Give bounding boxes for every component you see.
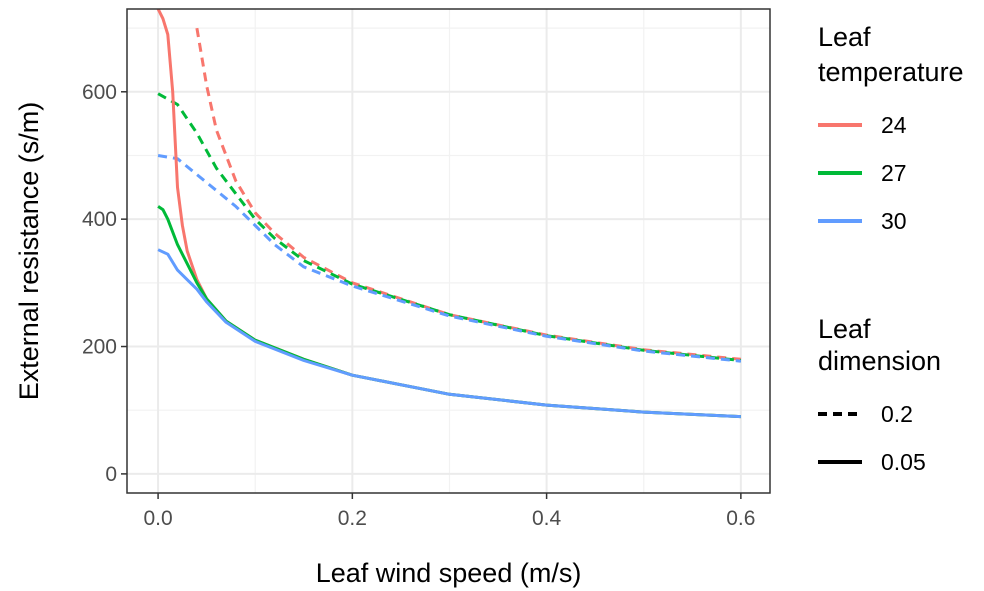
series-line-30-0_05 bbox=[157, 248, 741, 419]
y-tick-label: 400 bbox=[82, 208, 117, 231]
x-axis-title: Leaf wind speed (m/s) bbox=[316, 558, 582, 588]
panel-border bbox=[126, 8, 771, 494]
y-tick-label: 600 bbox=[82, 81, 117, 104]
series-line-24-0_2 bbox=[195, 27, 742, 361]
legend-title-line: Leaf bbox=[818, 314, 871, 344]
legend: Leaftemperature242730Leafdimension0.20.0… bbox=[818, 22, 964, 475]
grid-layer bbox=[127, 9, 770, 493]
tick-layer: 0.0 0.2 0.4 0.6 0 200 400 600 bbox=[82, 81, 756, 530]
legend-label-30: 30 bbox=[881, 208, 907, 234]
x-tick-label: 0.0 bbox=[143, 507, 172, 530]
legend-label-0.05: 0.05 bbox=[881, 449, 926, 475]
legend-label-27: 27 bbox=[881, 160, 907, 186]
legend-title-line: temperature bbox=[818, 57, 964, 87]
x-tick-label: 0.6 bbox=[726, 507, 755, 530]
y-tick-label: 200 bbox=[82, 336, 117, 359]
legend-title-line: Leaf bbox=[818, 22, 871, 52]
legend-title-line: dimension bbox=[818, 346, 941, 376]
y-axis-title: External resistance (s/m) bbox=[14, 102, 44, 401]
series-layer bbox=[156, 9, 742, 419]
x-tick-label: 0.4 bbox=[532, 507, 562, 530]
y-tick-label: 0 bbox=[105, 463, 117, 486]
series-line-30-0_2 bbox=[157, 154, 742, 363]
panel-background bbox=[127, 9, 770, 493]
legend-label-24: 24 bbox=[881, 112, 907, 138]
x-tick-label: 0.2 bbox=[338, 507, 367, 530]
legend-label-0.2: 0.2 bbox=[881, 401, 913, 427]
